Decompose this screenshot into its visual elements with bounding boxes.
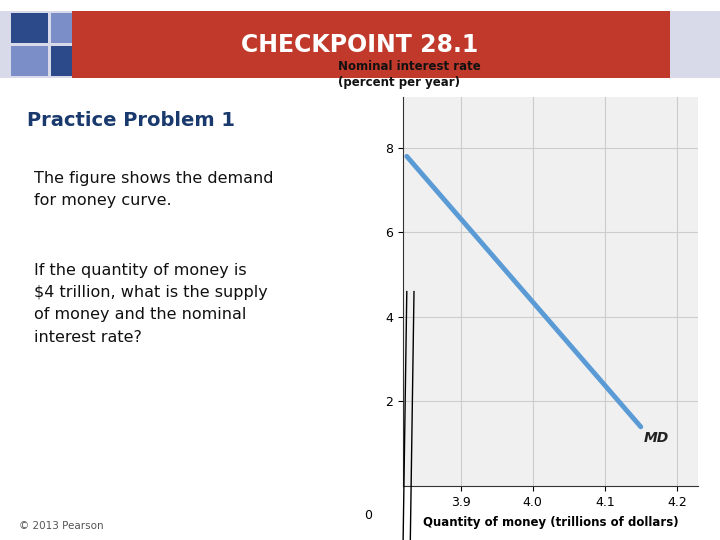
Text: © 2013 Pearson: © 2013 Pearson [19, 521, 104, 531]
Text: The figure shows the demand
for money curve.: The figure shows the demand for money cu… [35, 171, 274, 208]
Text: 0: 0 [364, 509, 372, 522]
FancyBboxPatch shape [0, 11, 720, 78]
FancyBboxPatch shape [72, 11, 97, 78]
Text: If the quantity of money is
$4 trillion, what is the supply
of money and the nom: If the quantity of money is $4 trillion,… [35, 263, 268, 345]
Text: CHECKPOINT 28.1: CHECKPOINT 28.1 [241, 32, 479, 57]
FancyBboxPatch shape [51, 14, 89, 43]
Text: Practice Problem 1: Practice Problem 1 [27, 111, 235, 130]
FancyBboxPatch shape [11, 14, 48, 43]
Text: Nominal interest rate
(percent per year): Nominal interest rate (percent per year) [338, 60, 481, 90]
X-axis label: Quantity of money (trillions of dollars): Quantity of money (trillions of dollars) [423, 516, 679, 529]
FancyBboxPatch shape [51, 46, 89, 76]
FancyBboxPatch shape [94, 11, 670, 78]
Text: MD: MD [644, 431, 669, 445]
FancyBboxPatch shape [11, 46, 48, 76]
